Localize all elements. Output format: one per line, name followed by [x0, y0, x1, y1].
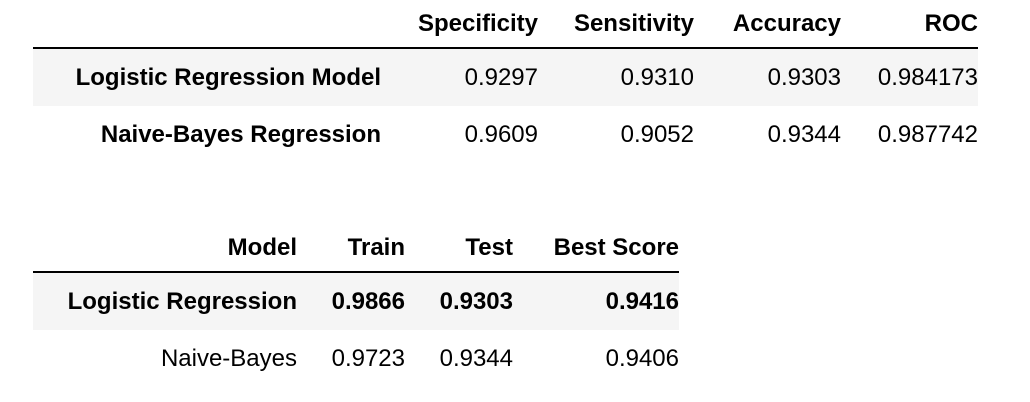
- metrics-header-row: Specificity Sensitivity Accuracy ROC: [33, 0, 978, 48]
- scores-header-model: Model: [227, 233, 297, 261]
- train-cell: 0.9723: [331, 344, 405, 372]
- specificity-cell: 0.9297: [464, 63, 538, 91]
- model-cell: Logistic Regression: [67, 287, 297, 315]
- specificity-cell: 0.9609: [464, 120, 538, 148]
- roc-cell: 0.984173: [877, 63, 978, 91]
- test-cell: 0.9303: [439, 287, 513, 315]
- best-score-cell: 0.9406: [605, 344, 679, 372]
- table-row: Logistic Regression Model 0.9297 0.9310 …: [33, 48, 978, 106]
- row-label: Naive-Bayes Regression: [100, 120, 381, 148]
- best-score-cell: 0.9416: [605, 287, 679, 315]
- table-row: Naive-Bayes Regression 0.9609 0.9052 0.9…: [33, 106, 978, 163]
- scores-table: Model Train Test Best Score Logistic Reg…: [33, 224, 679, 387]
- accuracy-cell: 0.9303: [767, 63, 841, 91]
- scores-header-row: Model Train Test Best Score: [33, 224, 679, 272]
- sensitivity-cell: 0.9310: [620, 63, 694, 91]
- test-cell: 0.9344: [439, 344, 513, 372]
- metrics-header-specificity: Specificity: [417, 9, 538, 37]
- metrics-header-roc: ROC: [924, 9, 978, 37]
- metrics-header-sensitivity: Sensitivity: [573, 9, 694, 37]
- metrics-header-index: [33, 0, 381, 48]
- train-cell: 0.9866: [331, 287, 405, 315]
- scores-header-test: Test: [465, 233, 513, 261]
- table-row: Naive-Bayes 0.9723 0.9344 0.9406: [33, 330, 679, 387]
- table-row: Logistic Regression 0.9866 0.9303 0.9416: [33, 272, 679, 330]
- sensitivity-cell: 0.9052: [620, 120, 694, 148]
- metrics-table: Specificity Sensitivity Accuracy ROC Log…: [33, 0, 978, 163]
- scores-header-best-score: Best Score: [553, 233, 679, 261]
- metrics-header-accuracy: Accuracy: [732, 9, 841, 37]
- accuracy-cell: 0.9344: [767, 120, 841, 148]
- scores-header-train: Train: [347, 233, 405, 261]
- row-label: Logistic Regression Model: [75, 63, 381, 91]
- roc-cell: 0.987742: [877, 120, 978, 148]
- model-cell: Naive-Bayes: [160, 344, 297, 372]
